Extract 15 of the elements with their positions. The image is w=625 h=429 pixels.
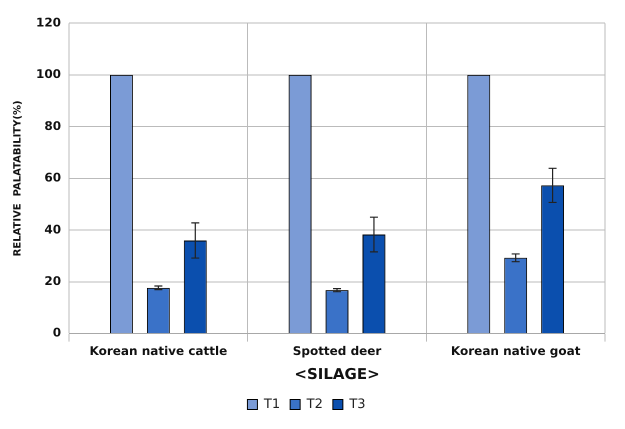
x-axis-title: <SILAGE> (294, 364, 380, 383)
y-tick-label: 120 (36, 15, 62, 30)
y-tick-label: 100 (36, 67, 62, 82)
y-tick-label: 0 (52, 326, 62, 340)
legend-label: T3 (348, 396, 366, 412)
legend-label: T2 (306, 396, 323, 412)
legend-label: T1 (262, 396, 280, 412)
y-tick-label: 60 (44, 170, 62, 185)
y-tick-label: 80 (44, 118, 62, 133)
y-tick-label: 20 (44, 274, 62, 288)
x-tick-label: Korean native goat (450, 344, 581, 358)
y-axis-title: RELATIVE PALATABILITY(%) (12, 100, 24, 256)
y-tick-label: 40 (44, 222, 62, 236)
x-tick-label: Korean native cattle (89, 344, 228, 358)
x-tick-label: Spotted deer (292, 344, 382, 358)
